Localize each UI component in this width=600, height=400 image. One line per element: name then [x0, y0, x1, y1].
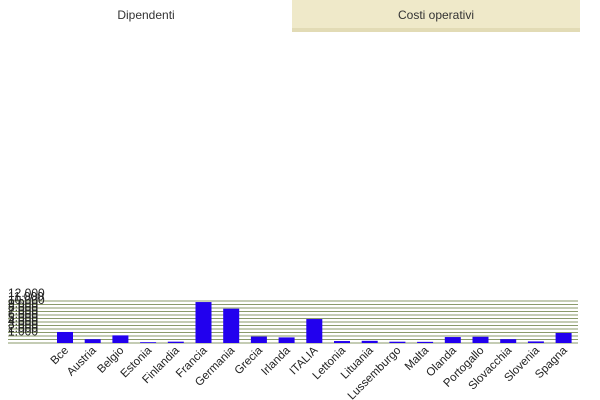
tab-dipendenti[interactable]: Dipendenti	[0, 0, 292, 30]
y-tick-label: 3.000	[8, 318, 38, 332]
bar-spagna[interactable]	[555, 332, 572, 343]
bar-grecia[interactable]	[250, 336, 267, 343]
x-tick-label: Bce	[49, 345, 72, 368]
y-tick-label: 10.000	[8, 293, 45, 307]
bar-estonia[interactable]	[140, 342, 157, 343]
bar-finlandia[interactable]	[167, 341, 184, 343]
bar-lituania[interactable]	[361, 340, 378, 343]
x-tick-label: Grecia	[233, 344, 266, 377]
grid-layer	[8, 300, 578, 344]
y-tick-label: 12.000	[8, 286, 45, 300]
bar-malta[interactable]	[417, 341, 434, 343]
tab-bar: Dipendenti Costi operativi	[0, 0, 600, 32]
bar-italia[interactable]	[306, 319, 323, 343]
y-tick-label: 8.000	[8, 300, 38, 314]
y-tick-label: 1.000	[8, 325, 38, 339]
y-tick-label: 2.000	[8, 321, 38, 335]
bar-slovacchia[interactable]	[500, 339, 517, 343]
bar-slovenia[interactable]	[527, 341, 544, 343]
bar-belgio[interactable]	[112, 335, 129, 343]
tab-underline	[292, 30, 580, 32]
bar-francia[interactable]	[195, 302, 212, 343]
y-tick-label: 5.000	[8, 311, 38, 325]
x-tick-label: Austria	[65, 344, 99, 378]
y-tick-label: 4.000	[8, 314, 38, 328]
bar-lettonia[interactable]	[334, 341, 350, 343]
label-layer: 1.0002.0003.0004.0005.0006.0007.0008.000…	[8, 286, 570, 400]
bar-lussemburgo[interactable]	[389, 341, 406, 343]
y-tick-label: 6.000	[8, 307, 38, 321]
bar-irlanda[interactable]	[278, 337, 295, 343]
bar-chart: 1.0002.0003.0004.0005.0006.0007.0008.000…	[8, 286, 578, 400]
bar-olanda[interactable]	[444, 337, 461, 343]
bar-bce[interactable]	[57, 331, 73, 343]
y-tick-label: 11.000	[8, 290, 44, 304]
bar-portogallo[interactable]	[472, 336, 489, 343]
bar-layer	[57, 302, 572, 343]
x-tick-label: Spagna	[533, 344, 570, 381]
bar-austria[interactable]	[84, 339, 101, 343]
y-tick-label: 7.000	[8, 304, 38, 318]
x-tick-label: Irlanda	[259, 344, 293, 378]
tab-costi-operativi[interactable]: Costi operativi	[292, 0, 580, 30]
bar-germania[interactable]	[223, 308, 240, 343]
y-tick-label: 9.000	[8, 297, 38, 311]
